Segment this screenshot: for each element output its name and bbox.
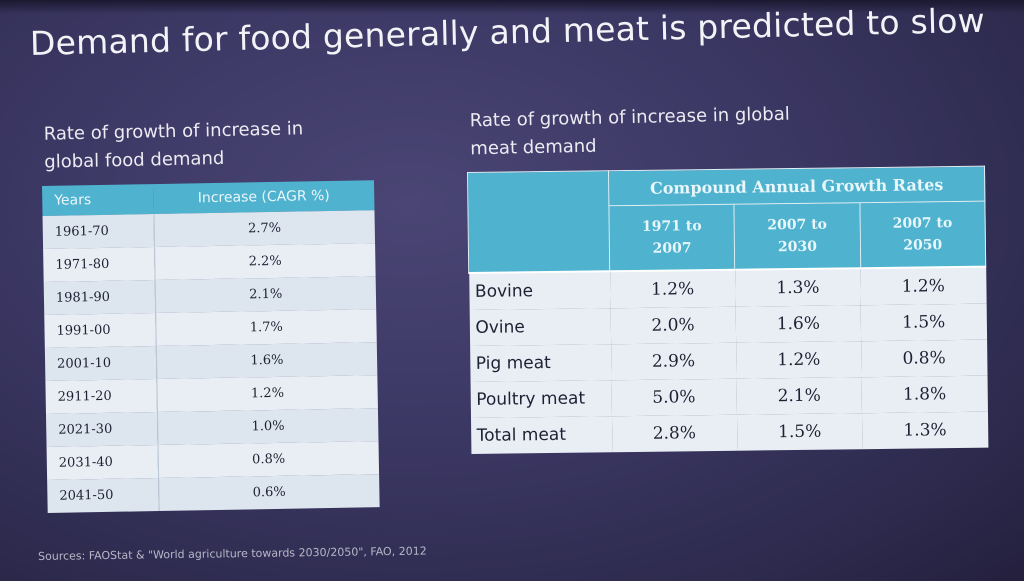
period-header-line: 1971 to — [641, 218, 702, 235]
projector-top-shadow — [0, 0, 1024, 14]
column-header-increase: Increase (CAGR %) — [153, 180, 375, 215]
rate-cell: 1.2% — [609, 269, 736, 309]
years-cell: 2911-20 — [45, 379, 158, 414]
rate-cell: 1.2% — [735, 341, 862, 379]
food-demand-caption: Rate of growth of increase in global foo… — [43, 115, 304, 176]
rate-cell: 1.3% — [735, 268, 861, 307]
meat-type-cell: Total meat — [470, 416, 612, 454]
food-demand-caption-line1: Rate of growth of increase in — [43, 118, 304, 145]
rate-cell: 1.5% — [860, 303, 987, 342]
increase-cell: 0.8% — [157, 441, 380, 479]
period-header-2007-2050: 2007 to 2050 — [859, 201, 986, 269]
years-cell: 2021-30 — [45, 412, 158, 447]
meat-demand-table: Compound Annual Growth Rates 1971 to 200… — [467, 166, 988, 454]
meat-type-cell: Poultry meat — [470, 380, 612, 418]
increase-cell: 1.7% — [155, 309, 377, 347]
meat-type-cell: Pig meat — [469, 344, 612, 382]
increase-cell: 2.7% — [153, 210, 376, 248]
meat-type-cell: Ovine — [469, 308, 611, 346]
rate-cell: 2.9% — [610, 342, 737, 381]
years-cell: 1991-00 — [44, 313, 156, 348]
rate-cell: 1.3% — [862, 411, 988, 450]
increase-cell: 1.6% — [155, 342, 378, 380]
rate-cell: 2.1% — [736, 377, 863, 415]
years-cell: 2031-40 — [46, 445, 159, 480]
period-header-line: 2007 to — [892, 215, 953, 232]
increase-cell: 0.6% — [158, 474, 380, 512]
rate-cell: 1.8% — [861, 375, 988, 414]
period-header-2007-2030: 2007 to 2030 — [734, 202, 861, 270]
meat-type-cell: Bovine — [468, 271, 611, 310]
years-cell: 1961-70 — [42, 214, 155, 249]
rate-cell: 2.8% — [611, 414, 738, 453]
column-header-years: Years — [42, 184, 154, 216]
table-row: Total meat 2.8% 1.5% 1.3% — [470, 411, 988, 454]
period-header-1971-2007: 1971 to 2007 — [608, 204, 736, 272]
empty-corner-header — [467, 170, 610, 273]
period-header-line: 2050 — [903, 237, 943, 254]
rate-cell: 1.5% — [736, 413, 863, 451]
rate-cell: 0.8% — [861, 339, 988, 378]
meat-demand-caption: Rate of growth of increase in global mea… — [469, 101, 790, 164]
meat-demand-caption-line2: meat demand — [470, 135, 597, 160]
table-row: 2041-50 0.6% — [47, 474, 380, 513]
increase-cell: 2.1% — [154, 276, 377, 314]
years-cell: 2041-50 — [47, 478, 159, 513]
increase-cell: 1.2% — [156, 375, 378, 413]
period-header-line: 2007 to — [767, 216, 828, 234]
rate-cell: 1.6% — [735, 305, 862, 343]
food-demand-caption-line2: global food demand — [44, 147, 225, 173]
group-header-cagr: Compound Annual Growth Rates — [608, 166, 985, 206]
period-header-line: 2030 — [777, 238, 818, 256]
rate-cell: 5.0% — [611, 378, 737, 417]
years-cell: 1971-80 — [43, 247, 155, 282]
rate-cell: 2.0% — [610, 306, 736, 345]
increase-cell: 2.2% — [154, 243, 376, 281]
years-cell: 1981-90 — [43, 280, 156, 315]
years-cell: 2001-10 — [44, 346, 157, 381]
table-row: Bovine 1.2% 1.3% 1.2% — [468, 266, 987, 310]
rate-cell: 1.2% — [860, 266, 987, 306]
period-header-line: 2007 — [652, 240, 692, 257]
food-demand-table: Years Increase (CAGR %) 1961-70 2.7% 197… — [42, 180, 380, 513]
increase-cell: 1.0% — [157, 408, 379, 446]
sources-footnote: Sources: FAOStat & "World agriculture to… — [38, 544, 427, 563]
